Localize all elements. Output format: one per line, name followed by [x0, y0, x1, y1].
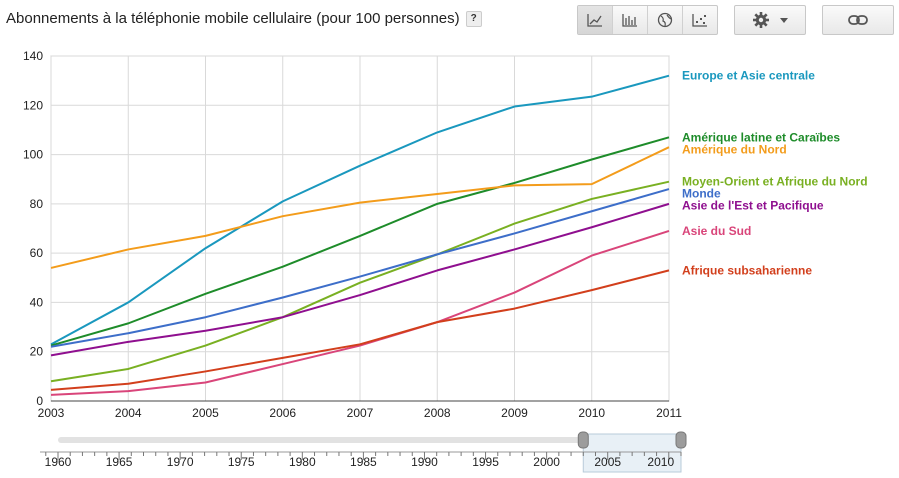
- timeline-track[interactable]: [58, 437, 681, 443]
- line-chart-button[interactable]: [578, 6, 613, 34]
- scatter-icon: [692, 14, 707, 27]
- y-tick-label: 60: [30, 246, 44, 260]
- timeline-start-handle[interactable]: [577, 431, 589, 449]
- legend-label: Moyen-Orient et Afrique du Nord: [682, 175, 868, 189]
- series-line[interactable]: [50, 146, 670, 269]
- series-line[interactable]: [50, 202, 670, 357]
- link-icon: [848, 15, 868, 25]
- x-tick-label: 2009: [501, 406, 528, 420]
- legend-label: Monde: [682, 187, 721, 201]
- x-tick-label: 2006: [269, 406, 296, 420]
- chart-title: Abonnements à la téléphonie mobile cellu…: [6, 10, 482, 28]
- y-tick-label: 0: [36, 394, 43, 408]
- series-line[interactable]: [50, 188, 670, 348]
- chart-type-toolbar: [577, 5, 718, 35]
- x-tick-label: 2003: [38, 406, 65, 420]
- gear-icon: [753, 12, 769, 28]
- link-button[interactable]: [822, 5, 894, 35]
- y-tick-label: 40: [30, 295, 44, 309]
- y-tick-label: 80: [30, 197, 44, 211]
- chart-title-text: Abonnements à la téléphonie mobile cellu…: [6, 10, 460, 27]
- y-tick-label: 100: [23, 148, 43, 162]
- x-tick-label: 2008: [424, 406, 451, 420]
- timeline-label: 2000: [533, 455, 560, 469]
- timeline-label: 1975: [228, 455, 255, 469]
- timeline-label: 1990: [411, 455, 438, 469]
- legend-label: Asie de l'Est et Pacifique: [682, 199, 824, 213]
- bar-chart-icon: [622, 14, 637, 27]
- globe-icon: [657, 12, 673, 28]
- legend-label: Europe et Asie centrale: [682, 69, 815, 83]
- settings-button[interactable]: [734, 5, 806, 35]
- chevron-down-icon: [780, 17, 788, 23]
- x-tick-label: 2005: [192, 406, 219, 420]
- series-line[interactable]: [50, 74, 670, 346]
- x-tick-label: 2010: [578, 406, 605, 420]
- series-line[interactable]: [50, 136, 670, 347]
- timeline-label: 1985: [350, 455, 377, 469]
- legend-label: Asie du Sud: [682, 224, 751, 238]
- timeline-label: 1970: [167, 455, 194, 469]
- y-tick-label: 140: [23, 49, 43, 63]
- x-tick-label: 2011: [656, 406, 682, 420]
- line-chart-icon: [587, 14, 602, 27]
- legend-label: Amérique latine et Caraïbes: [682, 130, 840, 144]
- y-tick-label: 20: [30, 345, 44, 359]
- x-tick-label: 2004: [115, 406, 142, 420]
- help-button[interactable]: ?: [465, 11, 482, 28]
- timeline-end-handle[interactable]: [675, 431, 687, 449]
- x-tick-label: 2007: [347, 406, 374, 420]
- legend-label: Amérique du Nord: [682, 142, 787, 156]
- series-line[interactable]: [50, 230, 670, 396]
- series-line[interactable]: [50, 269, 670, 391]
- y-tick-label: 120: [23, 98, 43, 112]
- legend-label: Afrique subsaharienne: [682, 263, 812, 277]
- bar-chart-button[interactable]: [613, 6, 648, 34]
- map-button[interactable]: [648, 6, 683, 34]
- timeline-label: 2005: [594, 455, 621, 469]
- timeline-label: 1960: [45, 455, 72, 469]
- timeline-label: 2010: [647, 455, 674, 469]
- scatter-button[interactable]: [683, 6, 717, 34]
- timeline-label: 1995: [472, 455, 499, 469]
- timeline-label: 1980: [289, 455, 316, 469]
- timeline-label: 1965: [106, 455, 133, 469]
- series-line[interactable]: [50, 180, 670, 383]
